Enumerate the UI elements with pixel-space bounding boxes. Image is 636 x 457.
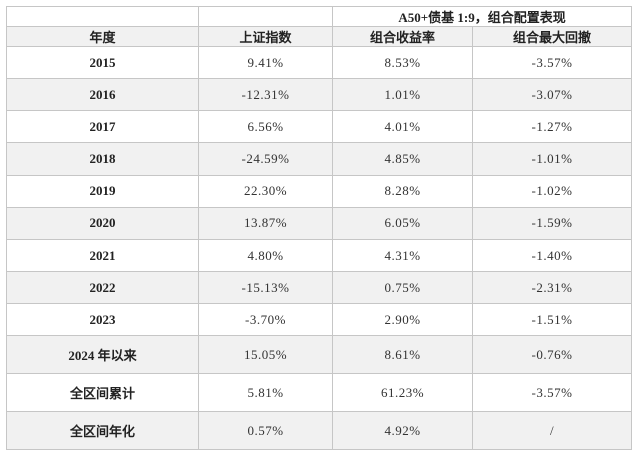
year-cell: 全区间累计 <box>6 373 199 413</box>
sse-index-cell: -12.31% <box>198 78 333 112</box>
max-drawdown-cell: -0.76% <box>471 335 633 375</box>
table-row: 全区间年化 0.57% 4.92% / <box>6 411 633 450</box>
table-row: 2016 -12.31% 1.01% -3.07% <box>6 78 633 112</box>
table-row: 2017 6.56% 4.01% -1.27% <box>6 110 633 144</box>
sse-index-cell: 6.56% <box>198 110 333 144</box>
col-header-year: 年度 <box>6 26 199 47</box>
sse-index-cell: -24.59% <box>198 142 333 176</box>
max-drawdown-cell: -1.40% <box>471 238 633 273</box>
empty-header-cell <box>198 6 333 27</box>
year-cell: 2023 <box>6 303 199 337</box>
year-cell: 2019 <box>6 174 199 208</box>
portfolio-return-cell: 1.01% <box>332 78 473 112</box>
year-cell: 2024 年以来 <box>6 335 199 375</box>
empty-header-cell <box>6 6 199 27</box>
table-row: 2019 22.30% 8.28% -1.02% <box>6 174 633 208</box>
max-drawdown-cell: -1.02% <box>471 174 633 208</box>
portfolio-return-cell: 4.31% <box>332 238 473 273</box>
table-top-header-row: A50+债基 1:9，组合配置表现 <box>6 6 633 27</box>
sse-index-cell: -3.70% <box>198 303 333 337</box>
year-cell: 2015 <box>6 45 199 80</box>
col-header-sse-index: 上证指数 <box>198 26 333 47</box>
portfolio-return-cell: 4.85% <box>332 142 473 176</box>
table-row: 2020 13.87% 6.05% -1.59% <box>6 206 633 240</box>
table-column-header-row: 年度 上证指数 组合收益率 组合最大回撤 <box>6 26 633 47</box>
sse-index-cell: -15.13% <box>198 271 333 305</box>
sse-index-cell: 4.80% <box>198 238 333 273</box>
year-cell: 2017 <box>6 110 199 144</box>
year-cell: 全区间年化 <box>6 411 199 450</box>
table-row: 2018 -24.59% 4.85% -1.01% <box>6 142 633 176</box>
merged-title-cell: A50+债基 1:9，组合配置表现 <box>331 6 633 27</box>
table-row: 2024 年以来 15.05% 8.61% -0.76% <box>6 335 633 375</box>
portfolio-return-cell: 8.61% <box>332 335 473 375</box>
max-drawdown-cell: -1.51% <box>471 303 633 337</box>
max-drawdown-cell: -1.01% <box>471 142 633 176</box>
table-row: 全区间累计 5.81% 61.23% -3.57% <box>6 373 633 413</box>
portfolio-return-cell: 6.05% <box>332 206 473 240</box>
sse-index-cell: 13.87% <box>198 206 333 240</box>
sse-index-cell: 15.05% <box>198 335 333 375</box>
table-row: 2022 -15.13% 0.75% -2.31% <box>6 271 633 305</box>
portfolio-return-cell: 4.92% <box>332 411 473 450</box>
performance-table: A50+债基 1:9，组合配置表现 年度 上证指数 组合收益率 组合最大回撤 2… <box>6 6 633 450</box>
max-drawdown-cell: -1.59% <box>471 206 633 240</box>
max-drawdown-cell: -3.57% <box>471 45 633 80</box>
portfolio-return-cell: 4.01% <box>332 110 473 144</box>
portfolio-return-cell: 61.23% <box>332 373 473 413</box>
col-header-max-drawdown: 组合最大回撤 <box>471 26 633 47</box>
portfolio-return-cell: 8.53% <box>332 45 473 80</box>
year-cell: 2016 <box>6 78 199 112</box>
year-cell: 2018 <box>6 142 199 176</box>
table-row: 2021 4.80% 4.31% -1.40% <box>6 238 633 273</box>
portfolio-return-cell: 0.75% <box>332 271 473 305</box>
table-row: 2023 -3.70% 2.90% -1.51% <box>6 303 633 337</box>
sse-index-cell: 22.30% <box>198 174 333 208</box>
max-drawdown-cell: -3.57% <box>471 373 633 413</box>
sse-index-cell: 5.81% <box>198 373 333 413</box>
year-cell: 2020 <box>6 206 199 240</box>
sse-index-cell: 0.57% <box>198 411 333 450</box>
col-header-portfolio-return: 组合收益率 <box>332 26 473 47</box>
max-drawdown-cell: -1.27% <box>471 110 633 144</box>
max-drawdown-cell: -2.31% <box>471 271 633 305</box>
year-cell: 2021 <box>6 238 199 273</box>
max-drawdown-cell: / <box>471 411 633 450</box>
max-drawdown-cell: -3.07% <box>471 78 633 112</box>
sse-index-cell: 9.41% <box>198 45 333 80</box>
portfolio-return-cell: 8.28% <box>332 174 473 208</box>
table-row: 2015 9.41% 8.53% -3.57% <box>6 45 633 80</box>
portfolio-return-cell: 2.90% <box>332 303 473 337</box>
year-cell: 2022 <box>6 271 199 305</box>
